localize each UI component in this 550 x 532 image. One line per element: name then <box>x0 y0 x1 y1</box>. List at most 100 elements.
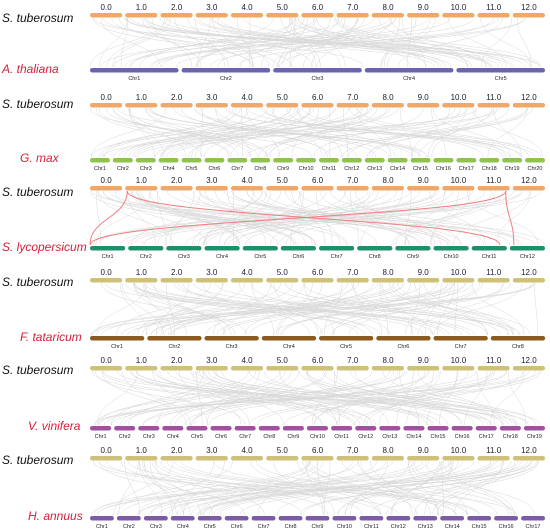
chromosome-bar-st4-1 <box>90 278 123 283</box>
synteny-link <box>454 460 503 516</box>
synteny-link <box>273 460 336 516</box>
bar-label-vvi-12: Chr12 <box>358 434 373 440</box>
bar-label-st4-13: 12.0 <box>521 268 537 277</box>
synteny-link <box>534 282 538 336</box>
chromosome-bar-sly-12 <box>509 246 545 251</box>
bar-label-st3-1: 0.0 <box>101 176 113 185</box>
synteny-link <box>137 460 311 516</box>
chromosome-bar-st1-9 <box>371 13 404 18</box>
bar-label-gmx-2: Chr2 <box>117 166 129 172</box>
bar-label-vvi-19: Chr19 <box>527 434 542 440</box>
bar-label-st4-6: 5.0 <box>277 268 289 277</box>
bar-label-sly-11: Chr11 <box>482 254 497 260</box>
highlight-link <box>505 190 515 246</box>
synteny-link <box>222 282 473 336</box>
synteny-link <box>146 107 268 158</box>
synteny-link <box>249 370 491 426</box>
synteny-link <box>276 460 442 516</box>
synteny-link <box>410 460 468 516</box>
bar-label-gmx-10: Chr10 <box>299 166 314 172</box>
synteny-link <box>128 107 292 158</box>
bar-label-han-2: Chr2 <box>123 524 135 530</box>
synteny-link <box>317 460 325 516</box>
synteny-link <box>106 17 167 68</box>
synteny-link <box>222 282 305 336</box>
synteny-link <box>118 17 253 68</box>
chromosome-bar-gmx-13 <box>364 158 385 163</box>
synteny-link <box>437 282 455 336</box>
synteny-link <box>129 17 375 68</box>
bar-label-vvi-6: Chr6 <box>215 434 227 440</box>
synteny-link <box>131 190 294 246</box>
bar-label-st2-11: 10.0 <box>451 93 467 102</box>
bar-label-st1-3: 2.0 <box>171 3 183 12</box>
chromosome-bar-gmx-4 <box>158 158 179 163</box>
synteny-link <box>280 282 454 336</box>
chromosome-bar-st4-2 <box>125 278 158 283</box>
bar-label-gmx-14: Chr14 <box>390 166 405 172</box>
synteny-link <box>466 190 539 246</box>
chromosome-bar-st3-13 <box>512 186 545 191</box>
bar-label-st1-4: 3.0 <box>206 3 218 12</box>
chromosome-bar-st1-4 <box>195 13 228 18</box>
synteny-link <box>117 460 233 516</box>
species-label-st1: S. tuberosum <box>2 11 73 25</box>
bar-label-vvi-15: Chr15 <box>431 434 446 440</box>
synteny-link <box>144 282 232 336</box>
bar-label-gmx-15: Chr15 <box>413 166 428 172</box>
synteny-link <box>404 282 453 336</box>
bar-label-st2-6: 5.0 <box>277 93 289 102</box>
bar-label-st2-3: 2.0 <box>171 93 183 102</box>
chromosome-bar-vvi-8 <box>258 426 280 431</box>
synteny-link <box>148 460 492 516</box>
synteny-link <box>139 17 274 68</box>
synteny-link <box>120 370 286 426</box>
synteny-link <box>128 370 257 426</box>
chromosome-bar-st3-6 <box>266 186 299 191</box>
synteny-link <box>319 190 436 246</box>
bar-label-sly-1: Chr1 <box>102 254 114 260</box>
synteny-link <box>248 370 508 426</box>
synteny-link <box>289 17 296 68</box>
synteny-link <box>218 190 272 246</box>
synteny-link <box>134 107 373 158</box>
synteny-link <box>102 107 241 158</box>
synteny-link <box>432 460 504 516</box>
chromosome-bar-vvi-6 <box>210 426 232 431</box>
bar-label-st6-11: 10.0 <box>451 446 467 455</box>
bar-label-st1-6: 5.0 <box>277 3 289 12</box>
chromosome-bar-gmx-9 <box>273 158 294 163</box>
synteny-link <box>417 282 503 336</box>
chromosome-bars: 0.0 1.0 2.0 3.0 4.0 5.0 6.0 7.0 8.0 9.0 10.0 11.0 12… <box>90 3 546 530</box>
chromosome-bar-st1-5 <box>230 13 264 18</box>
synteny-link <box>261 17 291 68</box>
synteny-link <box>143 460 213 516</box>
synteny-link <box>307 370 536 426</box>
synteny-link <box>272 107 323 158</box>
chromosome-bar-gmx-5 <box>181 158 202 163</box>
chromosome-bar-st4-5 <box>230 278 264 283</box>
synteny-link <box>411 107 450 158</box>
chromosome-bar-st2-2 <box>125 103 158 108</box>
bar-label-han-11: Chr11 <box>364 524 379 530</box>
bar-label-han-12: Chr12 <box>391 524 406 530</box>
synteny-link <box>207 370 484 426</box>
synteny-link <box>193 282 521 336</box>
synteny-link <box>219 460 533 516</box>
synteny-link <box>231 190 511 246</box>
bar-label-ath-5: Chr5 <box>495 76 507 82</box>
synteny-link <box>160 460 363 516</box>
bar-label-sly-10: Chr10 <box>444 254 459 260</box>
synteny-link <box>150 282 462 336</box>
synteny-link <box>424 460 535 516</box>
bar-label-vvi-18: Chr18 <box>503 434 518 440</box>
synteny-link <box>99 370 408 426</box>
highlight-link <box>126 190 501 246</box>
synteny-link <box>109 190 449 246</box>
synteny-link <box>432 107 511 158</box>
chromosome-bar-st4-7 <box>301 278 334 283</box>
chromosome-bar-sly-6 <box>280 246 316 251</box>
synteny-link <box>150 460 319 516</box>
synteny-link <box>199 190 522 246</box>
bar-label-gmx-12: Chr12 <box>344 166 359 172</box>
